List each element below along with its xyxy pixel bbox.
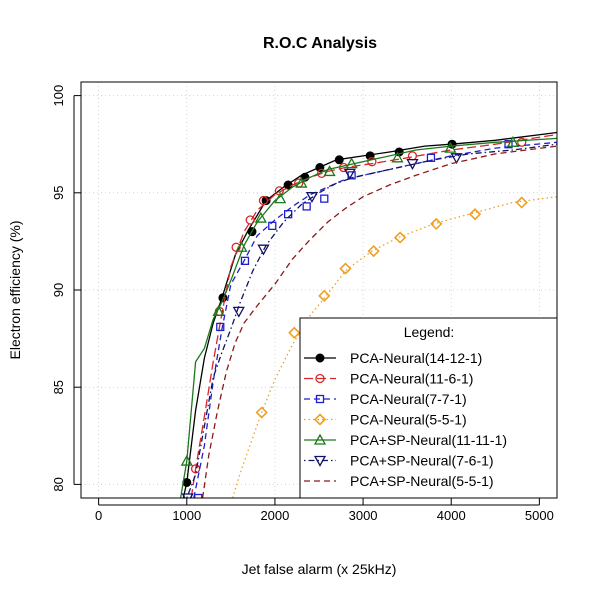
data-point	[444, 141, 457, 153]
data-point	[315, 373, 325, 384]
data-point	[367, 244, 380, 258]
series-pca-sp-neural-5-5-1-	[201, 145, 557, 498]
legend-label: PCA+SP-Neural(7-6-1)	[350, 453, 494, 469]
legend-item: PCA-Neural(7-7-1)	[304, 391, 467, 407]
data-point	[283, 210, 293, 219]
series-pca-neural-14-12-1-	[182, 131, 557, 498]
data-point	[515, 196, 528, 209]
x-tick-label: 4000	[437, 508, 466, 523]
legend-item: PCA-Neural(14-12-1)	[304, 350, 482, 366]
data-point	[235, 240, 248, 252]
data-point	[504, 140, 513, 149]
data-point	[216, 322, 225, 332]
data-point	[194, 493, 203, 498]
data-point	[190, 464, 201, 474]
y-tick-label: 90	[51, 283, 66, 297]
legend: Legend: PCA-Neural(14-12-1) PCA-Neural(11…	[299, 317, 558, 499]
data-point	[367, 157, 377, 167]
legend-title: Legend:	[404, 324, 455, 340]
x-tick-label: 1000	[172, 508, 201, 523]
legend-label: PCA+SP-Neural(5-5-1)	[350, 473, 494, 489]
data-point	[295, 176, 308, 188]
data-point	[302, 202, 311, 211]
legend-item: PCA+SP-Neural(7-6-1)	[304, 453, 494, 469]
data-point	[288, 326, 301, 339]
x-axis-label: Jet false alarm (x 25kHz)	[242, 561, 397, 577]
data-point	[343, 168, 356, 180]
legend-label: PCA-Neural(11-6-1)	[350, 371, 473, 387]
data-point	[391, 151, 404, 163]
legend-item: PCA-Neural(11-6-1)	[304, 371, 473, 387]
legend-label: PCA-Neural(14-12-1)	[350, 350, 482, 366]
data-point	[232, 306, 245, 318]
data-point	[212, 305, 225, 317]
data-point	[315, 394, 325, 404]
chart-title: R.O.C Analysis	[263, 35, 377, 52]
axes: 0 1000 2000 3000 4000 5000 80 85 90 95 100	[51, 85, 554, 523]
data-point	[468, 208, 482, 221]
series-line	[201, 145, 557, 498]
data-point	[450, 153, 463, 165]
legend-label: PCA-Neural(7-7-1)	[350, 391, 467, 407]
y-tick-label: 95	[51, 186, 66, 200]
data-point	[257, 244, 270, 256]
data-point	[313, 413, 327, 426]
series-line	[231, 196, 557, 498]
data-point	[506, 135, 520, 147]
series-pca-sp-neural-11-11-1-	[179, 135, 557, 498]
series-pca-neural-5-5-1-	[231, 196, 557, 498]
x-tick-label: 0	[95, 508, 102, 523]
data-point	[240, 256, 250, 265]
y-tick-label: 85	[51, 380, 66, 394]
series-line	[179, 137, 557, 498]
data-point	[274, 192, 287, 204]
legend-box	[299, 317, 558, 499]
y-tick-label: 100	[51, 85, 66, 107]
series-line	[193, 141, 557, 498]
data-point	[268, 221, 277, 231]
data-point	[323, 165, 336, 177]
data-point	[517, 137, 527, 147]
legend-item: PCA+SP-Neural(11-11-1)	[304, 432, 507, 448]
data-point	[313, 433, 327, 445]
data-point	[255, 406, 268, 419]
y-tick-label: 80	[51, 477, 66, 491]
legend-item: PCA+SP-Neural(5-5-1)	[304, 473, 494, 489]
data-point	[339, 262, 352, 275]
data-point	[320, 194, 329, 203]
data-point	[318, 289, 331, 302]
legend-label: PCA+SP-Neural(11-11-1)	[350, 432, 507, 448]
data-point	[407, 151, 418, 161]
data-point	[315, 353, 325, 363]
series-layer	[179, 131, 557, 498]
legend-label: PCA-Neural(5-5-1)	[350, 412, 467, 428]
series-pca-sp-neural-7-6-1-	[181, 143, 557, 498]
data-point	[180, 454, 193, 466]
series-line	[186, 143, 557, 498]
data-point	[245, 215, 255, 225]
data-point	[258, 195, 269, 206]
data-point	[426, 153, 436, 162]
x-tick-label: 5000	[525, 508, 554, 523]
data-point	[313, 455, 327, 467]
data-point	[261, 196, 271, 206]
data-point	[305, 192, 319, 204]
data-point	[334, 155, 344, 165]
data-point	[345, 157, 358, 169]
data-point	[254, 211, 267, 223]
x-tick-label: 2000	[260, 508, 289, 523]
y-axis-label: Electron efficiency (%)	[7, 220, 23, 359]
data-point	[393, 231, 407, 244]
legend-item: PCA-Neural(5-5-1)	[304, 412, 467, 428]
data-point	[406, 158, 419, 170]
series-line	[182, 131, 557, 498]
x-tick-label: 3000	[349, 508, 378, 523]
data-point	[430, 217, 443, 231]
data-point	[181, 493, 194, 498]
